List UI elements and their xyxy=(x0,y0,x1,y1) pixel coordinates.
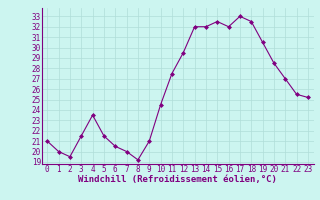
X-axis label: Windchill (Refroidissement éolien,°C): Windchill (Refroidissement éolien,°C) xyxy=(78,175,277,184)
